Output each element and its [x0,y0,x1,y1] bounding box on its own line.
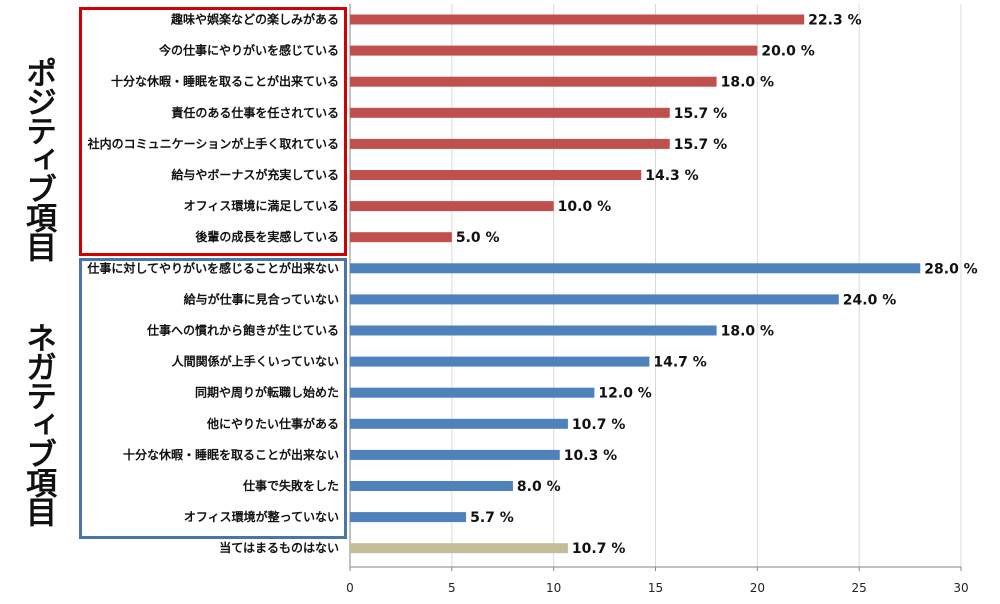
category-label: オフィス環境が整っていない [184,509,339,524]
category-labels: 趣味や娯楽などの楽しみがある今の仕事にやりがいを感じている十分な休暇・睡眠を取る… [86,12,339,556]
value-label: 22.3 % [808,13,861,29]
category-label: 今の仕事にやりがいを感じている [158,43,339,58]
x-tick-label: 10 [546,581,561,595]
category-label: 給与が仕事に見合っていない [184,291,339,306]
value-label: 14.7 % [653,355,706,371]
value-label: 14.3 % [645,168,698,184]
category-label: 社内のコミュニケーションが上手く取れている [87,136,339,151]
x-tick-label: 15 [648,581,663,595]
value-label: 5.7 % [470,510,514,526]
value-label: 5.0 % [456,230,500,246]
bar [350,294,839,305]
value-label: 10.7 % [572,541,625,557]
category-label: 人間関係が上手くいっていない [172,354,339,369]
bar [350,170,642,180]
x-tick-label: 5 [448,581,456,595]
value-label: 12.0 % [598,386,651,402]
value-label: 20.0 % [761,44,814,60]
value-label: 10.3 % [564,448,617,464]
category-label: 十分な休暇・睡眠を取ることが出来ない [123,447,339,462]
category-label: 責任のある仕事を任されている [171,105,339,120]
bar [350,481,513,491]
category-label: オフィス環境に満足している [184,198,339,213]
bar [350,263,921,274]
category-label: 仕事への慣れから飽きが生じている [146,323,339,338]
bar [350,76,717,87]
bars [350,14,921,554]
bar [350,232,452,243]
category-label: 他にやりたい仕事がある [206,416,339,431]
negative-group-label: ネガティブ項目 [20,322,56,525]
category-label: 後輩の成長を実感している [195,229,339,244]
category-label: 当てはまるものはない [219,540,339,555]
bar [350,14,805,25]
category-label: 同期や周りが転職し始めた [195,385,339,400]
value-label: 15.7 % [674,106,727,122]
bar [350,325,717,336]
bar [350,138,670,149]
category-label: 仕事で失敗をした [242,478,339,493]
positive-group-label: ポジティブ項目 [20,57,56,260]
value-label: 28.0 % [924,261,977,277]
value-label: 10.0 % [558,199,611,215]
x-tick-label: 20 [750,581,765,595]
value-label: 8.0 % [517,479,561,495]
bar [350,418,568,429]
value-label: 24.0 % [843,292,896,308]
bar [350,45,758,56]
positive-group-box [79,7,347,256]
category-label: 趣味や娯楽などの楽しみがある [170,12,339,27]
x-axis-ticks: 0 5 10 15 20 25 30 [346,567,969,595]
value-label: 10.7 % [572,417,625,433]
category-label: 仕事に対してやりがいを感じることが出来ない [86,260,339,275]
value-label: 18.0 % [721,75,774,91]
bar [350,356,650,367]
grid-lines [349,4,962,571]
x-tick-label: 30 [953,581,968,595]
value-labels: 22.3 % 20.0 % 18.0 % 15.7 % 15.7 % 14.3 % 10.0… [456,13,978,558]
bar [350,107,670,118]
value-label: 18.0 % [721,324,774,340]
x-tick-label: 25 [852,581,867,595]
bar [350,543,568,554]
category-label: 十分な休暇・睡眠を取ることが出来ている [111,74,339,89]
value-label: 15.7 % [674,137,727,153]
bar [350,387,595,398]
x-tick-label: 0 [346,581,354,595]
bar [350,201,554,212]
bar [350,449,560,460]
bar [350,512,467,523]
negative-group-box [79,258,347,539]
category-label: 給与やボーナスが充実している [171,167,339,182]
